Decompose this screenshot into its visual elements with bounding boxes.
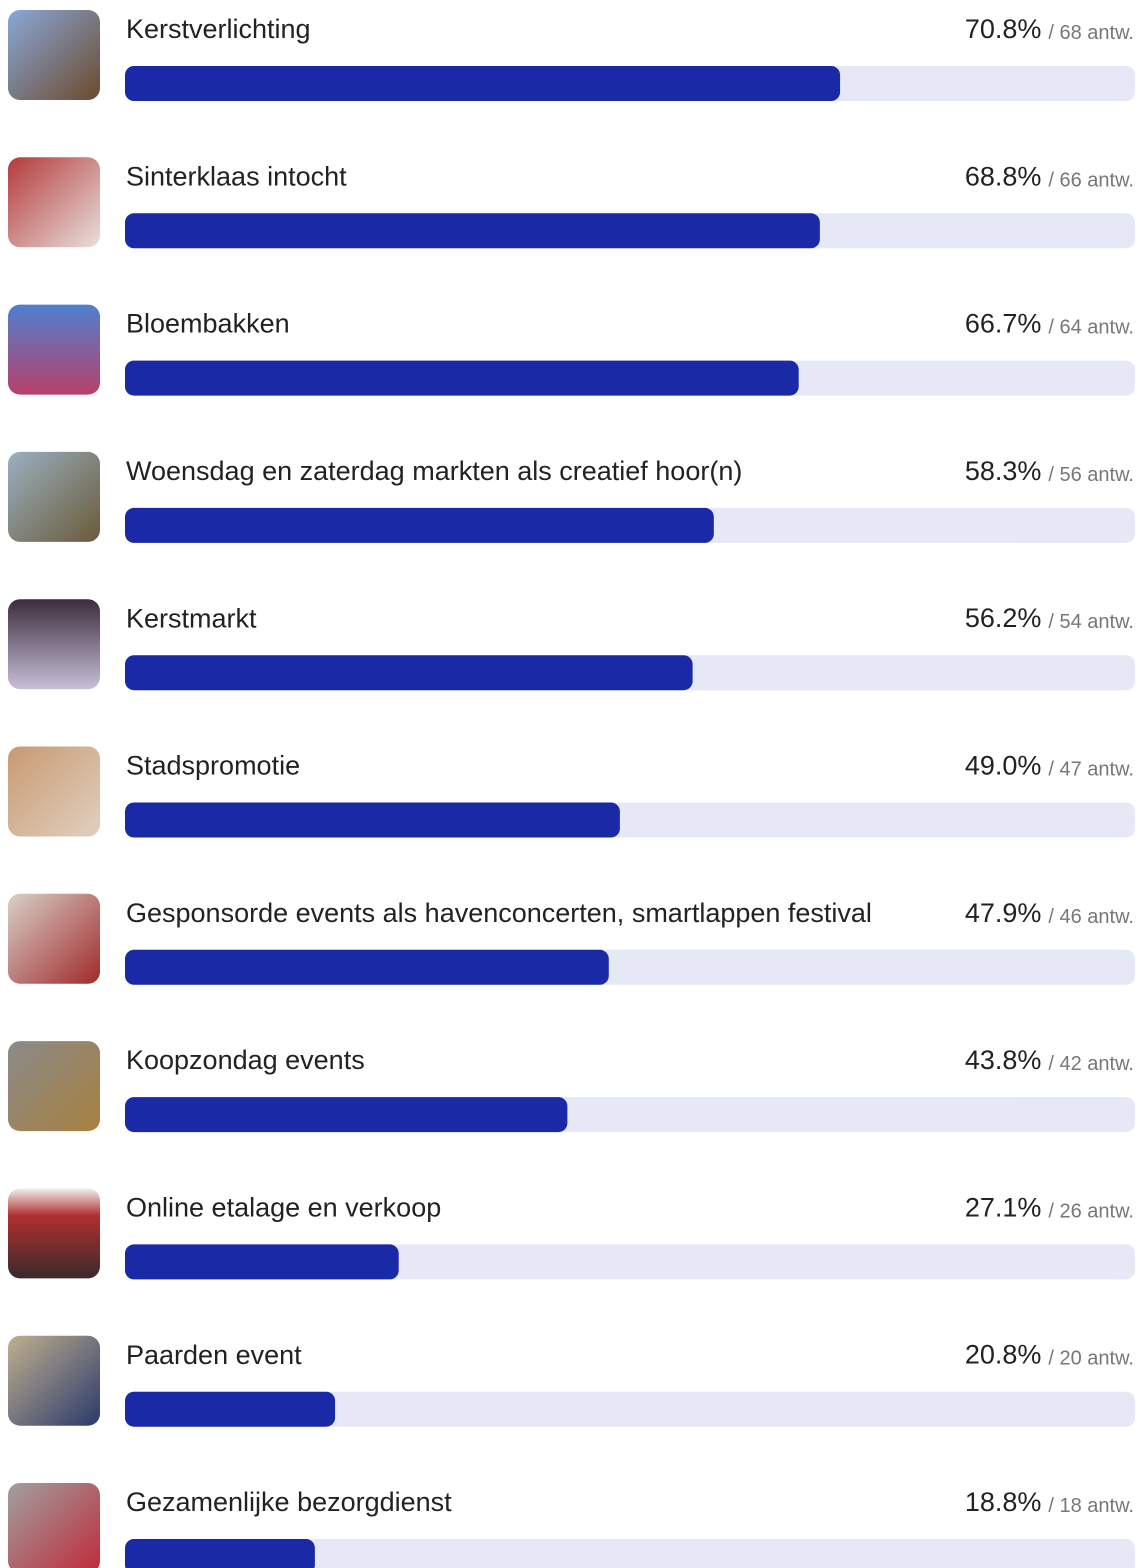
bar [125,213,820,249]
option-label: Koopzondag events [126,1045,365,1075]
percent-label: 49.0% [965,751,1042,781]
percent-label: 56.2% [965,603,1042,633]
thumbnail [8,599,100,690]
option-label: Online etalage en verkoop [126,1193,441,1223]
option-label: Gesponsorde events als havenconcerten, s… [126,898,872,928]
bar [125,360,799,396]
bar [125,655,693,691]
answer-count: / 46 antw. [1048,906,1134,928]
option-label: Sinterklaas intocht [126,161,347,191]
option-label: Stadspromotie [126,751,300,781]
bar [125,1391,336,1427]
answer-count: / 54 antw. [1048,611,1134,633]
result-text: 47.9% / 46 antw. [965,898,1134,928]
percent-label: 47.9% [965,898,1042,928]
option-label: Paarden event [126,1340,302,1370]
thumbnail [8,451,100,542]
result-text: 20.8% / 20 antw. [965,1340,1134,1370]
percent-label: 18.8% [965,1487,1042,1517]
thumbnail [8,10,100,100]
bar [125,507,714,543]
bar [125,802,620,838]
bar [125,1539,315,1568]
answer-count: / 68 antw. [1048,22,1134,44]
percent-label: 43.8% [965,1045,1042,1075]
answer-count: / 56 antw. [1048,464,1134,486]
bar [125,66,841,101]
percent-label: 58.3% [965,456,1042,486]
result-text: 68.8% / 66 antw. [965,161,1134,191]
result-text: 66.7% / 64 antw. [965,309,1134,339]
option-label: Bloembakken [126,309,290,339]
bar [125,1097,568,1133]
bar [125,949,609,985]
bar-track [125,1391,1135,1427]
answer-count: / 20 antw. [1048,1348,1134,1370]
thumbnail [8,1483,100,1568]
thumbnail [8,157,100,248]
thumbnail [8,746,100,837]
result-text: 43.8% / 42 antw. [965,1045,1134,1075]
thumbnail [8,1188,100,1279]
percent-label: 20.8% [965,1340,1042,1370]
option-label: Woensdag en zaterdag markten als creatie… [126,456,742,486]
answer-count: / 26 antw. [1048,1201,1134,1223]
percent-label: 68.8% [965,161,1042,191]
result-text: 27.1% / 26 antw. [965,1193,1134,1223]
option-label: Kerstmarkt [126,603,257,633]
percent-label: 66.7% [965,309,1042,339]
result-text: 56.2% / 54 antw. [965,603,1134,633]
answer-count: / 64 antw. [1048,317,1134,339]
option-label: Kerstverlichting [126,14,311,44]
option-label: Gezamenlijke bezorgdienst [126,1487,452,1517]
answer-count: / 47 antw. [1048,759,1134,781]
result-text: 70.8% / 68 antw. [965,14,1134,44]
thumbnail [8,304,100,395]
result-text: 58.3% / 56 antw. [965,456,1134,486]
result-text: 49.0% / 47 antw. [965,751,1134,781]
percent-label: 70.8% [965,14,1042,44]
result-text: 18.8% / 18 antw. [965,1487,1134,1517]
answer-count: / 66 antw. [1048,170,1134,192]
answer-count: / 18 antw. [1048,1495,1134,1517]
thumbnail [8,1041,100,1132]
bar [125,1244,399,1280]
answer-count: / 42 antw. [1048,1053,1134,1075]
thumbnail [8,1335,100,1426]
percent-label: 27.1% [965,1193,1042,1223]
bar-track [125,1539,1135,1568]
thumbnail [8,893,100,984]
